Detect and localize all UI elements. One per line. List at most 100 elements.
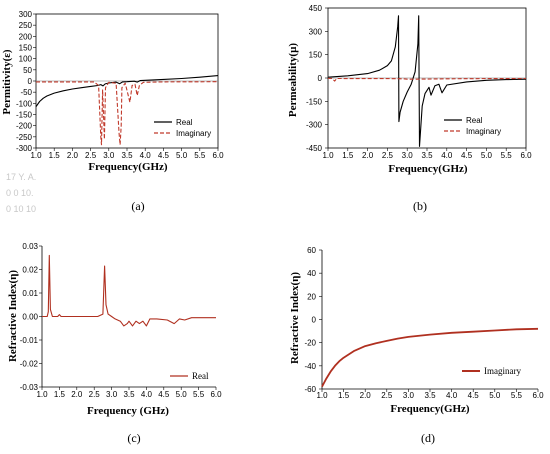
y-tick-label: 300 bbox=[19, 10, 33, 19]
y-tick-label: 150 bbox=[19, 44, 33, 53]
x-tick-label: 6.0 bbox=[212, 151, 224, 160]
y-tick-label: 0 bbox=[318, 74, 323, 83]
y-tick-label: 0 bbox=[312, 316, 317, 325]
series-line-imaginary bbox=[327, 77, 527, 82]
chart-panel-a: 1.0 1.5 2.0 2.5 3.0 3.5 4.0 4.5 5.0 5.5 6.0 300 250 2… bbox=[1, 10, 224, 173]
caption-d: (d) bbox=[421, 431, 435, 445]
x-axis-label: Frequency(GHz) bbox=[88, 161, 168, 173]
x-tick-label: 2.0 bbox=[67, 151, 79, 160]
x-tick-label: 4.5 bbox=[158, 390, 170, 399]
y-tick-label: -150 bbox=[306, 97, 323, 106]
ghost-text-3: 0 10 10 bbox=[6, 204, 36, 214]
x-tick-label: 2.5 bbox=[85, 151, 97, 160]
x-tick-label: 3.5 bbox=[421, 151, 433, 160]
y-axis-label: Refractive Index(η) bbox=[289, 272, 301, 364]
legend-label: Imaginary bbox=[466, 127, 501, 136]
x-tick-label: 1.5 bbox=[54, 390, 66, 399]
x-tick-label: 4.0 bbox=[441, 151, 453, 160]
x-tick-label: 6.0 bbox=[532, 391, 544, 400]
x-tick-label: 1.5 bbox=[342, 151, 354, 160]
y-tick-label: -0.02 bbox=[20, 360, 39, 369]
x-tick-label: 5.0 bbox=[481, 151, 493, 160]
x-tick-label: 5.5 bbox=[194, 151, 206, 160]
y-tick-label: -300 bbox=[16, 144, 33, 153]
x-axis-label: Frequency(GHz) bbox=[388, 163, 468, 175]
y-tick-label: 40 bbox=[307, 269, 316, 278]
y-tick-label: -50 bbox=[20, 88, 32, 97]
y-tick-label: 250 bbox=[19, 21, 33, 30]
x-tick-label: 4.5 bbox=[158, 151, 170, 160]
y-tick-label: 60 bbox=[307, 246, 316, 255]
x-tick-label: 5.5 bbox=[193, 390, 205, 399]
x-tick-label: 3.5 bbox=[121, 151, 133, 160]
x-axis-label: Frequency(GHz) bbox=[390, 403, 470, 415]
x-tick-label: 6.0 bbox=[520, 151, 532, 160]
x-axis-label: Frequency (GHz) bbox=[87, 405, 169, 417]
x-tick-label: 3.0 bbox=[403, 391, 415, 400]
y-tick-label: -60 bbox=[304, 385, 316, 394]
chart-panel-b: 1.0 1.5 2.0 2.5 3.0 3.5 4.0 4.5 5.0 5.5 6.0 450 300 1… bbox=[287, 4, 532, 175]
x-tick-label: 4.0 bbox=[446, 391, 458, 400]
ghost-text-2: 0 0 10. bbox=[6, 188, 34, 198]
caption-b: (b) bbox=[413, 199, 427, 213]
x-tick-label: 4.0 bbox=[141, 390, 153, 399]
chart-panel-d: 1.0 1.5 2.0 2.5 3.0 3.5 4.0 4.5 5.0 5.5 6.0 60 40 20 0… bbox=[289, 246, 544, 415]
x-tick-label: 3.0 bbox=[103, 151, 115, 160]
x-tick-label: 1.0 bbox=[30, 151, 42, 160]
x-tick-label: 5.0 bbox=[489, 391, 501, 400]
y-axis-label: Permeability(µ) bbox=[287, 43, 299, 117]
y-tick-label: -300 bbox=[306, 121, 323, 130]
series-line-real bbox=[42, 254, 216, 327]
legend-label: Real bbox=[466, 116, 483, 125]
y-tick-label: 450 bbox=[309, 4, 323, 13]
caption-a: (a) bbox=[131, 199, 144, 213]
y-tick-label: 0.02 bbox=[22, 266, 38, 275]
x-tick-label: 3.5 bbox=[123, 390, 135, 399]
y-tick-label: -450 bbox=[306, 144, 323, 153]
y-axis-label: Permitivity(ε) bbox=[1, 49, 13, 115]
legend-label: Real bbox=[192, 371, 209, 381]
x-tick-label: 4.0 bbox=[140, 151, 152, 160]
y-tick-label: -0.03 bbox=[20, 383, 39, 392]
y-tick-label: -40 bbox=[304, 362, 316, 371]
y-tick-label: -100 bbox=[16, 99, 33, 108]
legend-label: Real bbox=[176, 118, 193, 127]
x-tick-label: 1.0 bbox=[36, 390, 48, 399]
x-tick-label: 2.5 bbox=[382, 151, 394, 160]
x-tick-label: 5.5 bbox=[501, 151, 513, 160]
x-tick-label: 3.5 bbox=[424, 391, 436, 400]
y-tick-label: -20 bbox=[304, 339, 316, 348]
x-tick-label: 1.0 bbox=[322, 151, 334, 160]
x-tick-label: 5.0 bbox=[176, 390, 188, 399]
y-tick-label: -250 bbox=[16, 133, 33, 142]
series-line-real bbox=[35, 75, 219, 108]
y-tick-label: 150 bbox=[309, 51, 323, 60]
y-tick-label: 200 bbox=[19, 32, 33, 41]
y-tick-label: 300 bbox=[309, 27, 323, 36]
chart-panel-c: 1.0 1.5 2.0 2.5 3.0 3.5 4.0 4.5 5.0 5.5 6.0 0.03 0.0… bbox=[7, 242, 222, 417]
y-axis-label: Refractive Index(η) bbox=[7, 270, 19, 362]
legend-label: Imaginary bbox=[176, 129, 211, 138]
series-line-imaginary bbox=[321, 327, 539, 388]
series-line-imaginary bbox=[36, 81, 219, 146]
y-tick-label: 100 bbox=[19, 55, 33, 64]
x-tick-label: 2.5 bbox=[381, 391, 393, 400]
legend-label: Imaginary bbox=[484, 366, 521, 376]
y-tick-label: -200 bbox=[16, 122, 33, 131]
series-line-real bbox=[327, 15, 527, 147]
x-tick-label: 4.5 bbox=[468, 391, 480, 400]
y-tick-label: 0.03 bbox=[22, 242, 38, 251]
x-tick-label: 2.0 bbox=[71, 390, 83, 399]
y-tick-label: 20 bbox=[307, 292, 316, 301]
x-tick-label: 1.0 bbox=[316, 391, 328, 400]
x-tick-label: 3.0 bbox=[106, 390, 118, 399]
ghost-text-1: 17 Y. A. bbox=[6, 172, 36, 182]
x-tick-label: 2.0 bbox=[362, 151, 374, 160]
x-tick-label: 3.0 bbox=[402, 151, 414, 160]
x-tick-label: 6.0 bbox=[210, 390, 222, 399]
x-tick-label: 2.0 bbox=[360, 391, 372, 400]
y-tick-label: -150 bbox=[16, 111, 33, 120]
x-tick-label: 2.5 bbox=[89, 390, 101, 399]
x-tick-label: 5.0 bbox=[176, 151, 188, 160]
